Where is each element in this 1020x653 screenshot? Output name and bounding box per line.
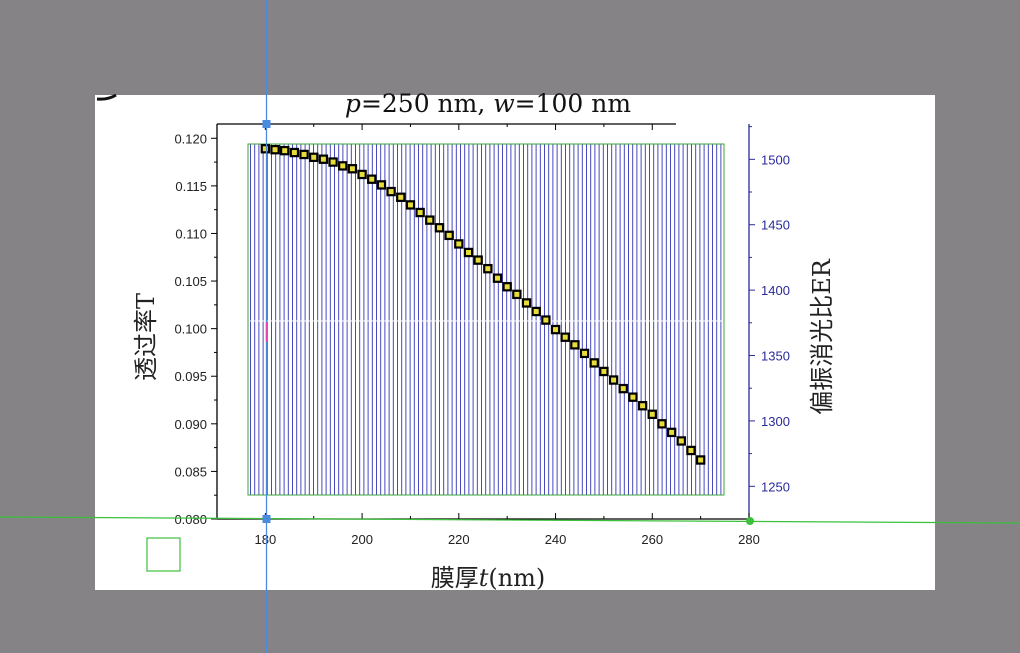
data-point — [676, 436, 686, 446]
data-point — [599, 366, 609, 377]
data-point — [512, 289, 522, 300]
y-tick-label: 0.080 — [174, 512, 207, 527]
data-point — [454, 239, 464, 249]
y2-tick-label: 1400 — [761, 283, 790, 298]
data-point — [309, 152, 319, 163]
data-point — [589, 358, 599, 368]
x-tick-label: 180 — [255, 532, 277, 547]
y-tick-label: 0.105 — [174, 274, 207, 289]
panel-letter-fragment — [96, 93, 117, 101]
data-point — [299, 149, 309, 160]
horizontal-guide — [0, 516, 1020, 524]
data-point — [666, 427, 677, 438]
data-point — [444, 230, 454, 241]
data-point — [560, 332, 570, 342]
y-tick-label: 0.085 — [174, 464, 207, 479]
data-point — [280, 145, 290, 156]
x-tick-label: 220 — [448, 532, 470, 547]
data-point — [550, 324, 561, 335]
data-point — [473, 255, 483, 265]
data-point — [396, 192, 406, 202]
overlay-box-outline — [247, 143, 725, 496]
data-point — [367, 174, 377, 184]
data-point — [376, 180, 387, 190]
data-point — [521, 298, 532, 308]
x-tick-label: 260 — [641, 532, 663, 547]
guide-handle-bottom — [262, 515, 271, 523]
y2-tick-label: 1250 — [761, 479, 790, 494]
y2-axis-label: 偏振消光比ER — [808, 258, 836, 415]
labels: p=250 nm, w=100 nm 膜厚t(nm) 透过率T 偏振消光比ER — [96, 89, 836, 592]
data-point — [463, 247, 474, 258]
data-point — [270, 144, 280, 155]
data-point — [434, 223, 445, 233]
chart-title: p=250 nm, w=100 nm — [345, 89, 631, 118]
y-tick-label: 0.110 — [175, 226, 207, 241]
data-point — [531, 306, 541, 317]
x-tick-label: 240 — [545, 532, 567, 547]
y-tick-label: 0.095 — [174, 369, 207, 384]
data-point — [260, 144, 271, 154]
y2-tick-label: 1350 — [761, 349, 790, 364]
y2-tick-label: 1450 — [761, 218, 790, 233]
data-point — [628, 392, 638, 402]
data-point — [657, 419, 667, 429]
y-tick-label: 0.090 — [174, 417, 207, 432]
y-tick-label: 0.115 — [175, 179, 207, 194]
data-point — [492, 273, 503, 283]
data-point — [357, 169, 367, 180]
data-point — [570, 340, 580, 350]
x-tick-label: 280 — [738, 532, 760, 547]
y2-tick-label: 1300 — [761, 414, 790, 429]
data-markers — [260, 144, 706, 465]
data-point — [637, 401, 648, 411]
y-tick-label: 0.120 — [174, 131, 207, 146]
data-point — [338, 161, 348, 171]
data-point — [618, 383, 628, 394]
data-point — [386, 186, 396, 197]
data-point — [695, 455, 706, 465]
selection-square — [146, 537, 181, 572]
data-point — [483, 263, 493, 274]
data-point — [579, 348, 590, 359]
data-point — [647, 409, 657, 420]
data-point — [328, 157, 338, 167]
data-point — [541, 315, 551, 325]
x-axis-label: 膜厚t(nm) — [431, 564, 546, 592]
data-point — [425, 215, 435, 225]
data-point — [289, 147, 300, 158]
x-tick-label: 200 — [351, 532, 373, 547]
y-axis-label: 透过率T — [132, 293, 160, 381]
data-point — [415, 207, 425, 218]
guide-handle-top — [262, 120, 271, 128]
data-point — [608, 375, 619, 385]
data-point — [502, 282, 512, 292]
data-point — [347, 164, 358, 174]
data-point — [405, 200, 416, 210]
data-point — [686, 445, 696, 456]
data-point — [318, 154, 329, 164]
y2-tick-label: 1500 — [761, 152, 790, 167]
y-tick-label: 0.100 — [174, 322, 207, 337]
guide-handle-right — [746, 517, 754, 525]
